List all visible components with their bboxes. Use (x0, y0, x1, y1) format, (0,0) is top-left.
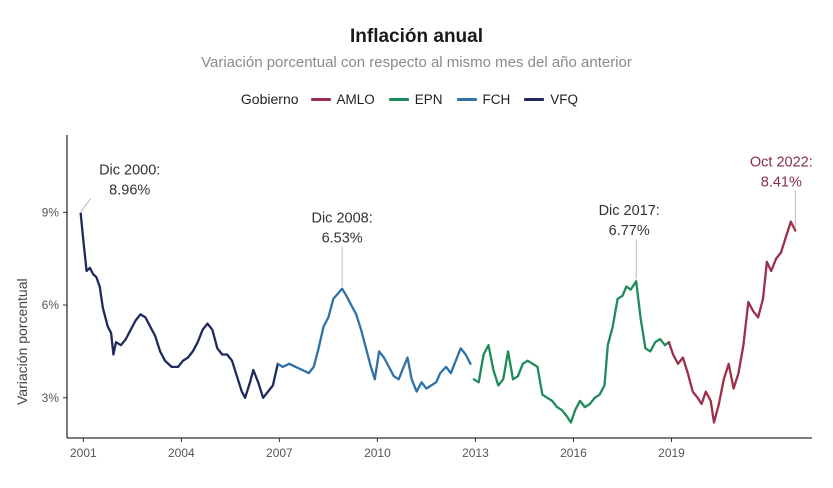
x-tick-label: 2019 (658, 446, 685, 460)
y-tick-label: 6% (42, 298, 60, 312)
annotation-value-label: 8.41% (761, 175, 802, 191)
legend-label-epn: EPN (414, 91, 443, 107)
legend-item-vfq: VFQ (524, 92, 578, 107)
x-tick-label: 2010 (364, 446, 391, 460)
y-tick-label: 9% (42, 205, 60, 219)
series-line-amlo (667, 220, 797, 424)
annotation-leader (80, 198, 92, 212)
x-tick-label: 2001 (70, 446, 97, 460)
legend-swatch-amlo (310, 97, 331, 101)
legend-label-vfq: VFQ (550, 91, 579, 107)
x-tick-label: 2013 (462, 446, 489, 460)
annotation-value-label: 8.96% (109, 183, 150, 199)
y-tick-label: 3% (42, 391, 60, 405)
series-line-epn (472, 280, 671, 424)
chart-subtitle: Variación porcentual con respecto al mis… (201, 54, 632, 71)
x-tick-label: 2004 (168, 446, 195, 460)
chart-legend: Gobierno AMLO EPN FCH VFQ (0, 91, 833, 107)
legend-label-amlo: AMLO (336, 91, 375, 107)
x-tick-label: 2016 (560, 446, 587, 460)
legend-swatch-fch (456, 97, 477, 101)
legend-item-fch: FCH (456, 91, 511, 107)
legend-label-fch: FCH (482, 91, 511, 107)
legend-item-epn: EPN (388, 91, 443, 107)
series-line-vfq (79, 212, 279, 399)
legend-title: Gobierno (240, 91, 299, 107)
chart-title: Inflación anual (349, 26, 484, 47)
annotation-value-label: 6.77% (609, 223, 650, 239)
legend-swatch-epn (388, 97, 409, 101)
legend-swatch-vfq (524, 97, 545, 101)
series-line-fch (276, 287, 472, 393)
x-tick-label: 2007 (266, 446, 293, 460)
annotation-date-label: Oct 2022: (750, 155, 813, 171)
annotation-date-label: Dic 2008: (311, 211, 372, 227)
annotation-date-label: Dic 2000: (99, 163, 160, 179)
annotation-date-label: Dic 2017: (599, 203, 660, 219)
annotation-value-label: 6.53% (322, 231, 363, 247)
legend-item-amlo: AMLO (310, 91, 375, 107)
